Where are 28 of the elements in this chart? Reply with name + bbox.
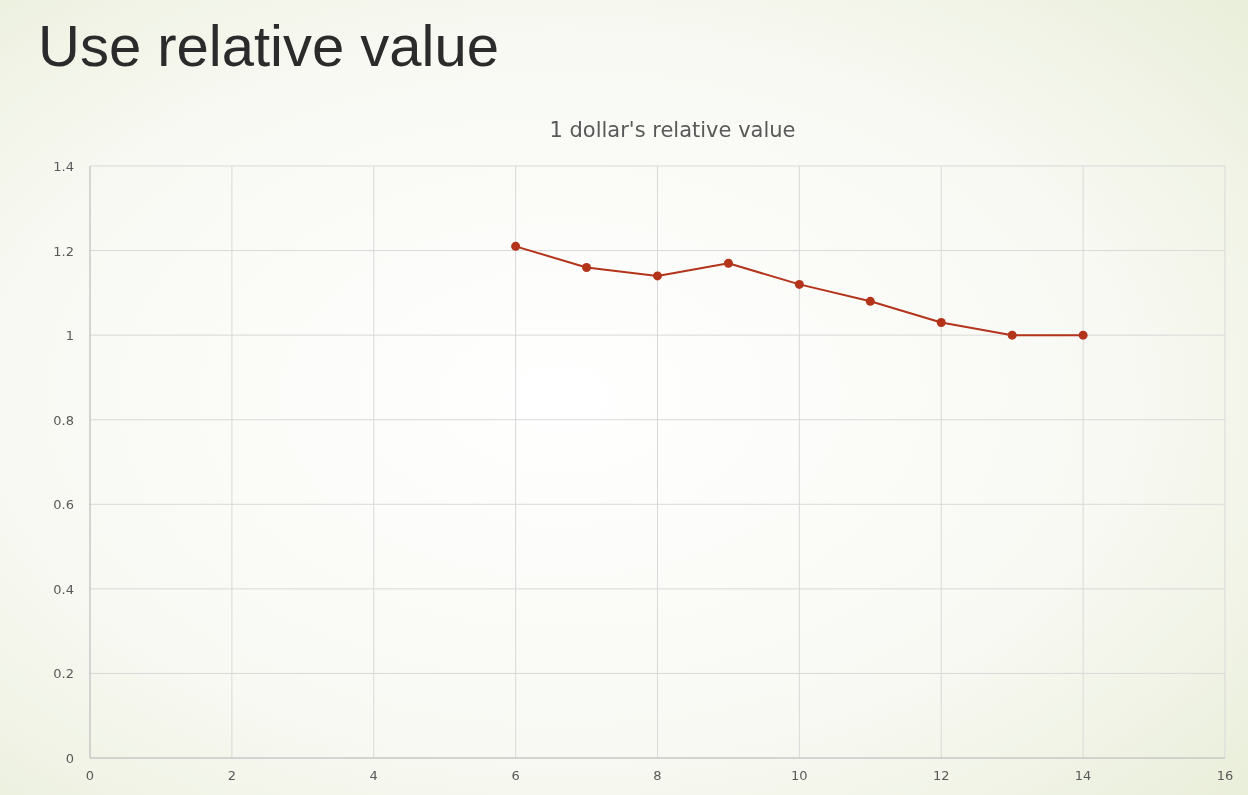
y-tick-label: 1.2 xyxy=(53,243,74,259)
chart-subtitle: 1 dollar's relative value xyxy=(549,118,796,142)
point xyxy=(1007,330,1017,340)
x-tick-label: 14 xyxy=(1074,768,1092,783)
x-tick-label: 2 xyxy=(227,768,237,783)
y-tick-label: 0.4 xyxy=(53,581,74,597)
x-tick-label: 12 xyxy=(932,768,950,783)
x-tick-label: 4 xyxy=(369,768,378,783)
point xyxy=(511,241,521,251)
chart-title: Use relative value xyxy=(38,13,499,78)
x-tick-label: 16 xyxy=(1216,768,1234,783)
x-tick-label: 6 xyxy=(511,768,520,783)
y-tick-label: 0.2 xyxy=(53,666,74,682)
y-tick-label: 1 xyxy=(65,328,74,344)
point xyxy=(936,317,946,327)
x-tick-label: 10 xyxy=(791,768,808,783)
point xyxy=(1078,330,1088,340)
y-tick-label: 0.8 xyxy=(53,412,74,428)
point xyxy=(582,262,592,272)
point xyxy=(723,258,733,268)
x-tick-label: 0 xyxy=(85,768,95,783)
point xyxy=(794,279,804,289)
point xyxy=(653,271,662,281)
y-tick-label: 1.4 xyxy=(53,159,74,174)
y-tick-label: 0 xyxy=(65,751,74,766)
point xyxy=(865,296,875,306)
x-tick-label: 8 xyxy=(653,768,662,783)
y-tick-label: 0.6 xyxy=(53,497,74,513)
